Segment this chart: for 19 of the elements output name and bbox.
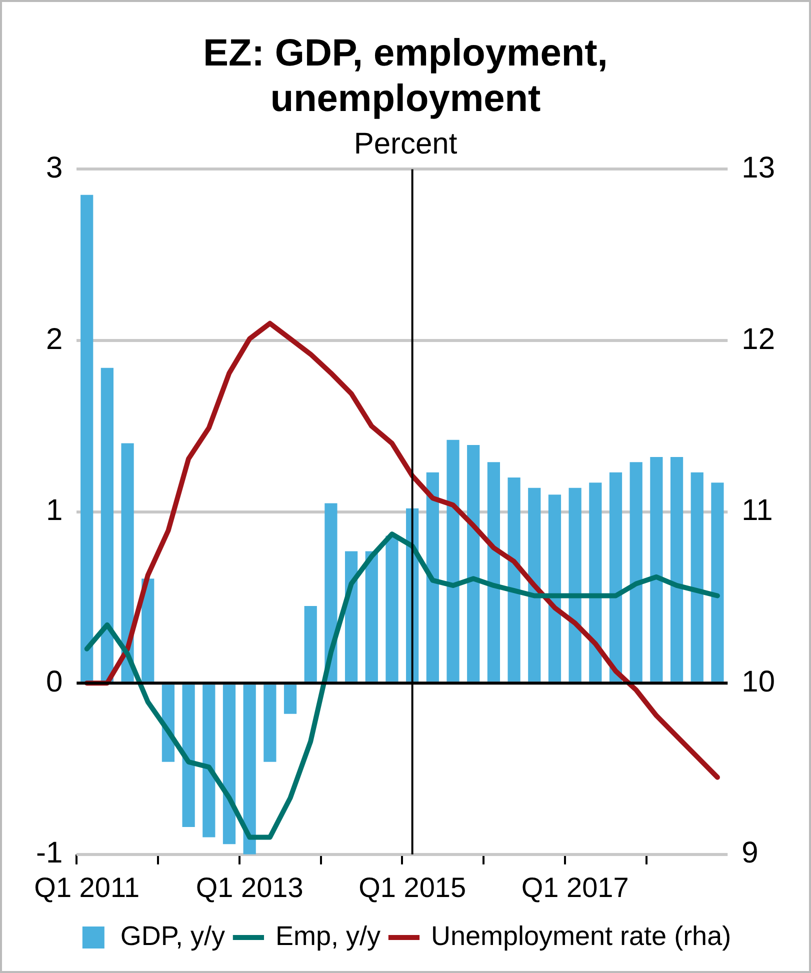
chart-title: EZ: GDP, employment, unemployment <box>203 32 608 120</box>
y-tick-label: 3 <box>46 151 63 184</box>
y2-tick-label: 13 <box>742 151 776 184</box>
y2-tick-label: 11 <box>742 494 773 528</box>
y-tick-label: 2 <box>46 322 63 356</box>
y2-tick-label: 10 <box>742 665 776 698</box>
legend-label: Emp, y/y <box>275 920 381 951</box>
legend-label: Unemployment rate (rha) <box>430 920 732 951</box>
x-tick-label: Q1 2011 <box>34 872 140 903</box>
y-tick-label: 1 <box>46 494 63 528</box>
y2-tick-label: 9 <box>742 836 758 870</box>
legend-label: GDP, y/y <box>120 920 226 951</box>
chart-subtitle: Percent <box>354 127 458 160</box>
y2-tick-label: 12 <box>742 322 776 356</box>
x-tick-label: Q1 2015 <box>358 872 466 903</box>
y-tick-label: -1 <box>36 836 63 870</box>
x-tick-label: Q1 2017 <box>521 872 629 903</box>
y-tick-label: 0 <box>46 665 63 698</box>
x-tick-label: Q1 2013 <box>196 872 304 903</box>
